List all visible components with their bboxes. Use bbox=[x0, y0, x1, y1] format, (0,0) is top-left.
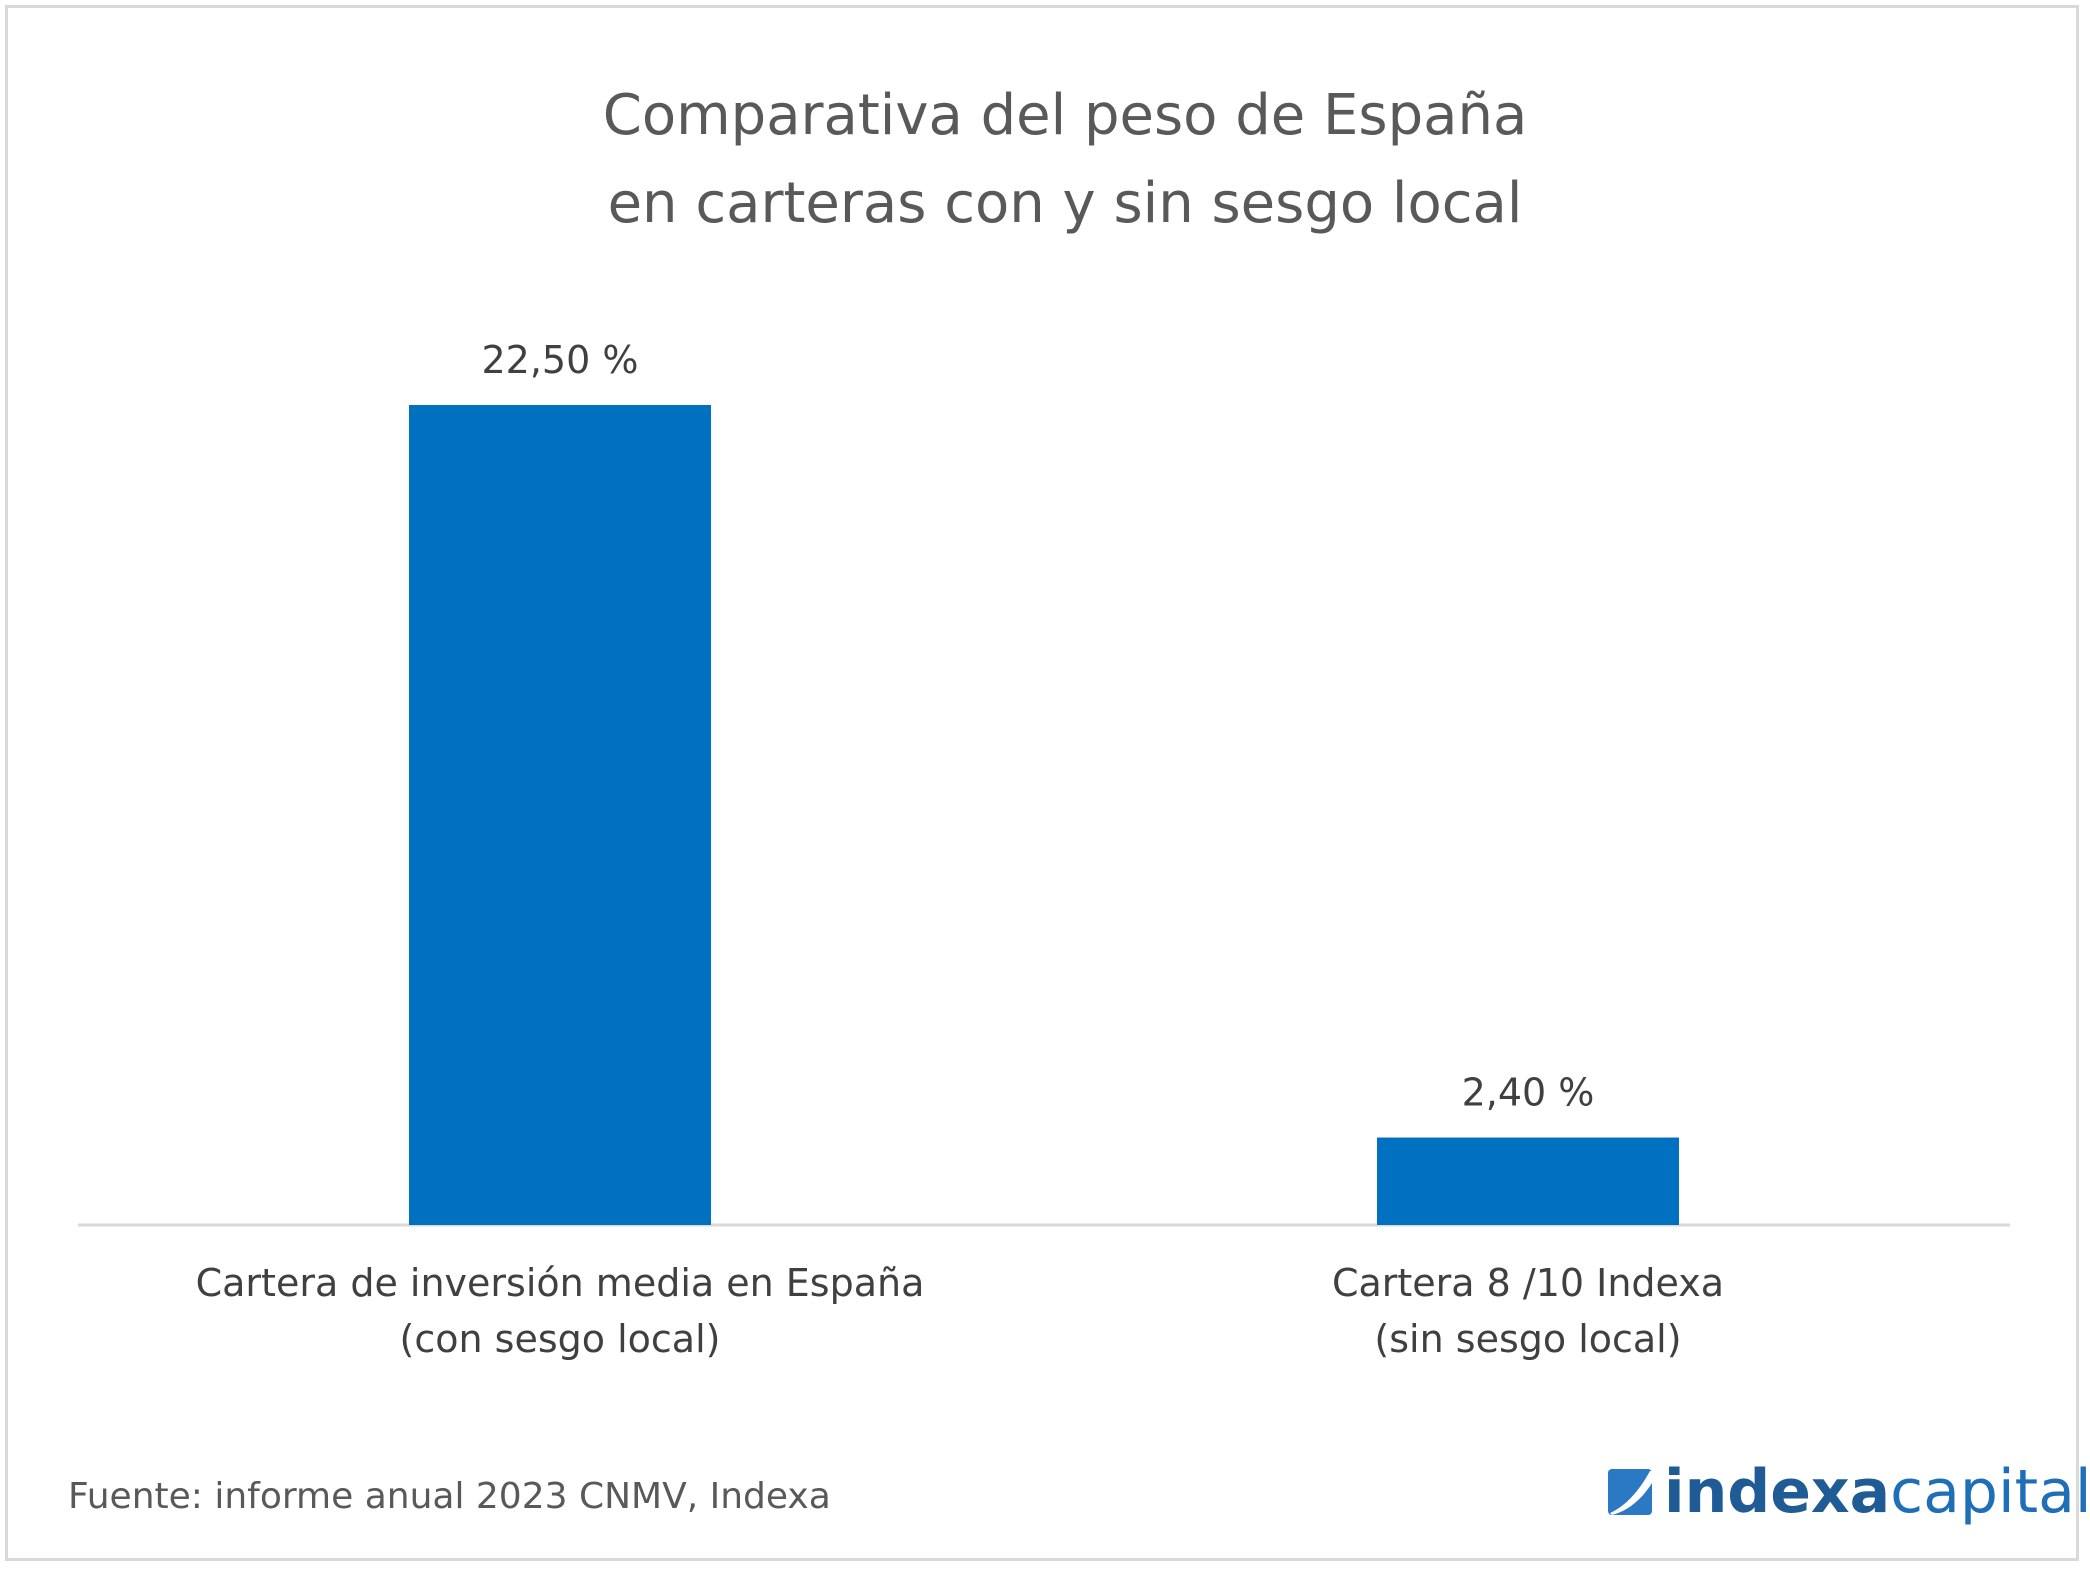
indexa-logo-icon bbox=[1608, 1469, 1652, 1515]
category-label-1-line-2: (con sesgo local) bbox=[400, 1317, 721, 1361]
category-label-2-line-2: (sin sesgo local) bbox=[1374, 1317, 1681, 1361]
chart-frame bbox=[5, 5, 2079, 1561]
chart-title-line-1: Comparativa del peso de España bbox=[602, 83, 1528, 148]
chart-title-line-2: en carteras con y sin sesgo local bbox=[607, 171, 1523, 236]
logo-text-capital: capital bbox=[1890, 1457, 2090, 1527]
indexa-capital-logo: indexa capital bbox=[1606, 1452, 2090, 1532]
bar-1 bbox=[409, 405, 711, 1225]
bar-2 bbox=[1377, 1137, 1679, 1225]
category-label-1-line-1: Cartera de inversión media en España bbox=[196, 1261, 925, 1305]
source-note: Fuente: informe anual 2023 CNMV, Indexa bbox=[68, 1476, 831, 1517]
category-label-2-line-1: Cartera 8 /10 Indexa bbox=[1332, 1261, 1724, 1305]
chart-title: Comparativa del peso de España en carter… bbox=[0, 72, 2090, 248]
data-label-1: 22,50 % bbox=[482, 338, 639, 382]
logo-text-indexa: indexa bbox=[1664, 1457, 1891, 1527]
data-label-2: 2,40 % bbox=[1462, 1071, 1595, 1115]
